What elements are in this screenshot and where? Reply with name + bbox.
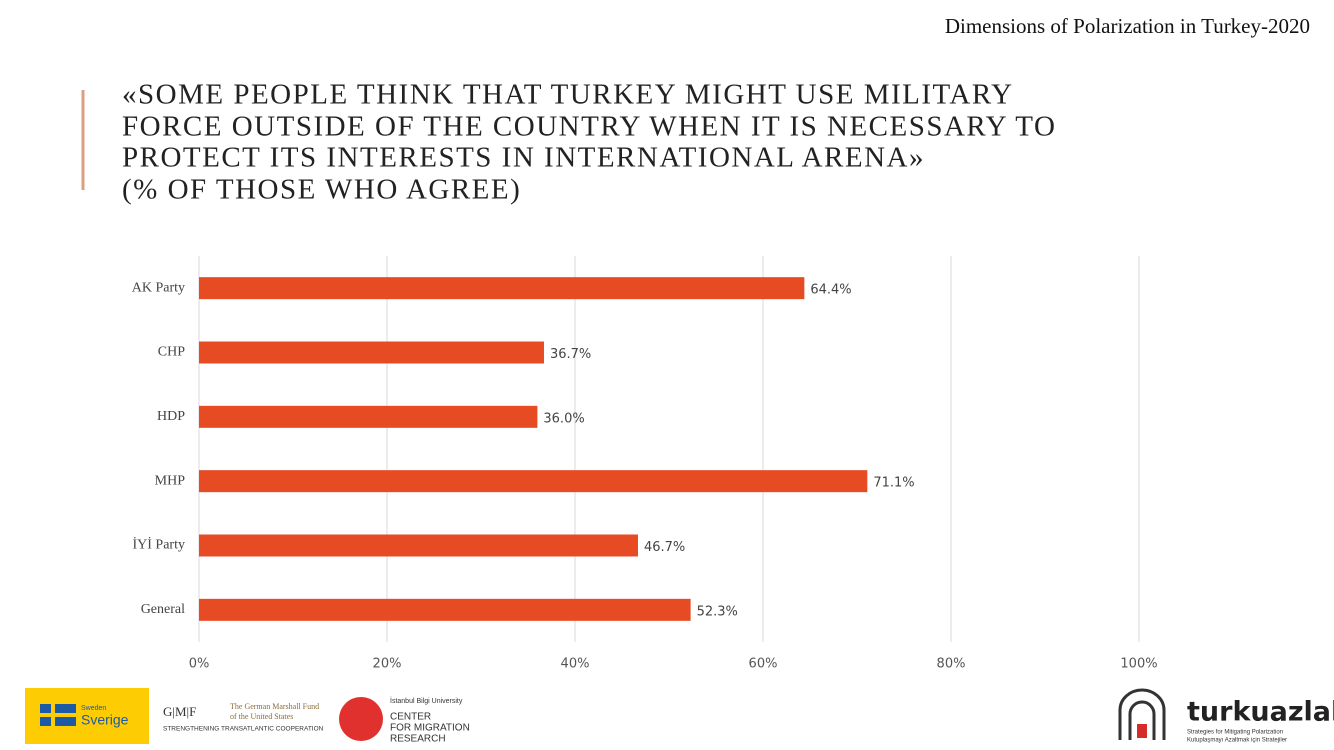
value-label: 36.7%	[550, 347, 591, 362]
bilgi-logo	[339, 697, 383, 741]
footer-logos: Sweden Sverige G|M|F The German Marshall…	[25, 688, 1334, 745]
logo-text: İstanbul Bilgi University	[390, 696, 463, 705]
bar	[199, 470, 868, 493]
logo-text: Kutuplaşmayı Azaltmak için Stratejiler	[1187, 738, 1287, 744]
logo-text: Strategies for Mitigating Polarization	[1187, 730, 1283, 736]
y-tick-label: CHP	[158, 345, 185, 360]
logo-text: CENTER	[390, 712, 431, 723]
title: «SOME PEOPLE THINK THAT TURKEY MIGHT USE…	[122, 79, 1056, 206]
logo-text: G|M|F	[163, 704, 196, 719]
logo-text: Sweden	[81, 705, 106, 712]
x-tick-label: 40%	[561, 657, 590, 672]
x-tick-label: 100%	[1120, 657, 1157, 672]
turkuazlab-icon	[1118, 688, 1166, 740]
bar	[199, 405, 538, 428]
subtitle: (% OF THOSE WHO AGREE)	[122, 174, 521, 206]
x-tick-label: 20%	[373, 657, 402, 672]
y-tick-label: İYİ Party	[133, 537, 186, 553]
x-tick-label: 0%	[189, 657, 210, 672]
value-label: 64.4%	[810, 283, 851, 298]
bar	[199, 534, 638, 557]
bar	[199, 341, 544, 364]
title-line: «SOME PEOPLE THINK THAT TURKEY MIGHT USE…	[122, 79, 1014, 111]
bar	[199, 277, 805, 300]
logo-text: The German Marshall Fund	[230, 702, 319, 711]
value-label: 71.1%	[873, 476, 914, 491]
title-line: FORCE OUTSIDE OF THE COUNTRY WHEN IT IS …	[122, 111, 1056, 143]
logo-text: FOR MIGRATION	[390, 723, 470, 734]
bar	[199, 598, 691, 621]
title-line: PROTECT ITS INTERESTS IN INTERNATIONAL A…	[122, 142, 925, 174]
value-label: 36.0%	[543, 411, 584, 426]
x-tick-label: 80%	[937, 657, 966, 672]
logo-text: turkuazlab	[1187, 697, 1334, 728]
y-tick-label: HDP	[157, 409, 185, 424]
flag-cross	[51, 704, 55, 726]
logo-text: of the United States	[230, 712, 293, 721]
plot: 0% 20% 40% 60% 80% 100% AK Party 64.4% CHP 36.7% H…	[132, 256, 1158, 672]
turkuazlab-icon	[1137, 724, 1147, 738]
value-label: 52.3%	[697, 604, 738, 619]
logo-text: RESEARCH	[390, 734, 446, 745]
y-tick-label: General	[141, 602, 185, 617]
x-tick-label: 60%	[749, 657, 778, 672]
header: Dimensions of Polarization in Turkey-202…	[945, 14, 1310, 38]
y-tick-label: MHP	[155, 473, 186, 488]
value-label: 46.7%	[644, 540, 685, 555]
y-tick-label: AK Party	[132, 280, 185, 295]
logo-text: STRENGTHENING TRANSATLANTIC COOPERATION	[163, 726, 324, 733]
logo-text: Sverige	[81, 712, 129, 728]
flag-cross	[40, 713, 76, 717]
